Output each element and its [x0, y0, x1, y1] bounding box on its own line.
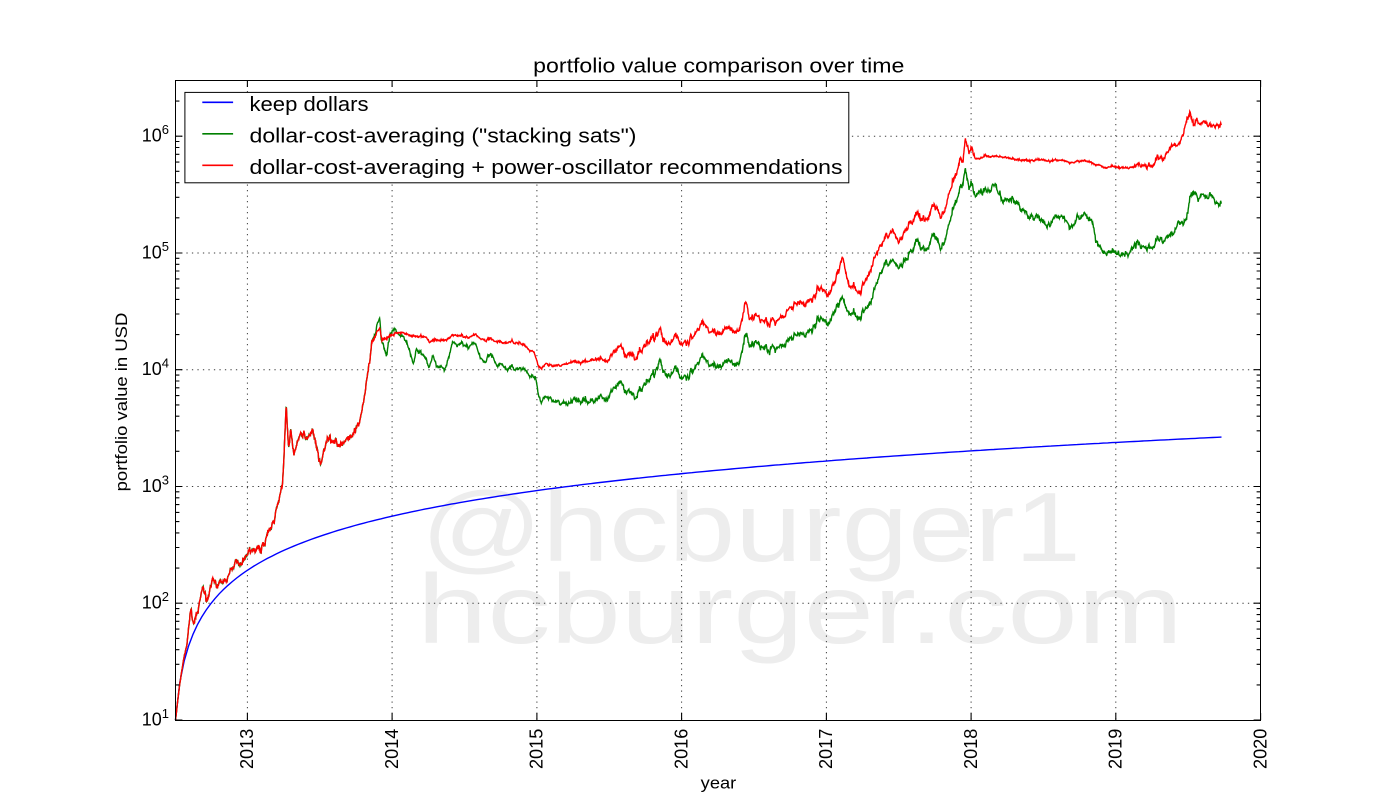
svg-text:dollar-cost-averaging + power-: dollar-cost-averaging + power-oscillator… — [250, 157, 843, 179]
svg-text:year: year — [701, 774, 737, 793]
svg-text:keep dollars: keep dollars — [250, 94, 369, 116]
svg-text:2020: 2020 — [1250, 729, 1270, 769]
svg-text:portfolio value in USD: portfolio value in USD — [112, 313, 131, 492]
svg-text:@hcburger1: @hcburger1 — [421, 472, 1081, 582]
svg-text:2017: 2017 — [816, 729, 836, 769]
svg-text:hcburger.com: hcburger.com — [417, 554, 1183, 664]
svg-text:dollar-cost-averaging ("stacki: dollar-cost-averaging ("stacking sats") — [250, 126, 637, 148]
svg-text:2016: 2016 — [671, 729, 691, 769]
svg-text:2018: 2018 — [961, 729, 981, 769]
svg-text:2014: 2014 — [382, 729, 402, 769]
svg-text:portfolio value comparison ove: portfolio value comparison over time — [533, 56, 904, 78]
svg-text:2015: 2015 — [527, 729, 547, 769]
svg-text:2019: 2019 — [1106, 729, 1126, 769]
svg-text:2013: 2013 — [237, 729, 257, 769]
